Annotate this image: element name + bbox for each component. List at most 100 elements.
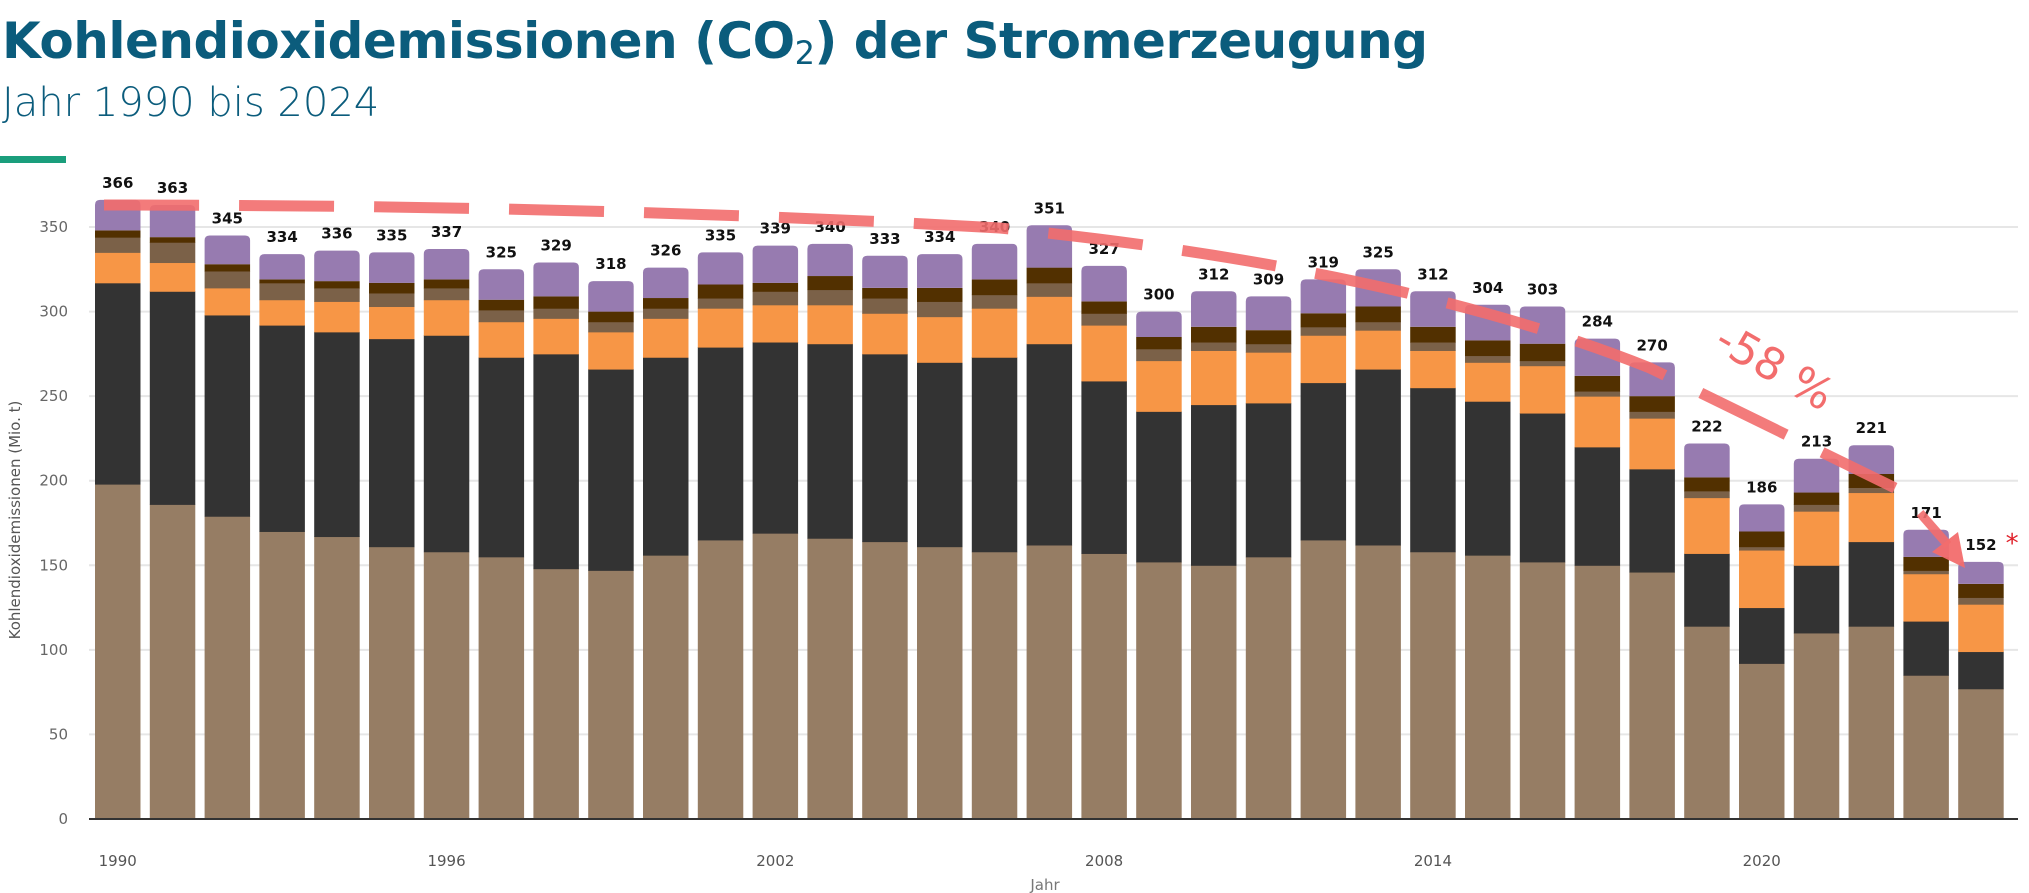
bar-segment — [807, 343, 853, 539]
y-tick-label: 150 — [39, 556, 68, 574]
total-label: 335 — [705, 226, 736, 244]
bar-segment — [752, 342, 799, 534]
total-label: 334 — [266, 228, 297, 246]
bar-segment — [1410, 387, 1456, 553]
bar-stack-1996 — [423, 248, 470, 820]
y-tick-label: 350 — [39, 218, 68, 236]
bar-segment — [752, 533, 799, 820]
bar-segment — [1026, 544, 1073, 820]
asterisk-mark: * — [2006, 529, 2019, 559]
x-axis-label: Jahr — [1029, 876, 1060, 893]
bar-segment — [1848, 541, 1895, 627]
bar-segment — [1629, 468, 1675, 573]
bar-segment — [1026, 267, 1073, 284]
bar-segment — [1465, 362, 1511, 402]
bar-segment — [643, 318, 689, 358]
total-label: 312 — [1417, 265, 1448, 283]
bar-segment — [1519, 360, 1566, 367]
bar-segment — [1519, 413, 1566, 563]
total-label: 351 — [1034, 199, 1065, 217]
bar-stack-2005 — [917, 254, 963, 820]
bar-segment — [1903, 556, 1949, 571]
bar-segment — [862, 255, 908, 288]
x-tick-label: 1990 — [99, 852, 137, 870]
bar-segment — [862, 313, 908, 355]
bar-segment — [1465, 401, 1511, 556]
bar-segment — [1684, 497, 1730, 554]
bar-segment — [204, 516, 251, 820]
bar-segment — [533, 308, 579, 319]
bar-segment — [423, 248, 470, 280]
bar-segment — [588, 331, 634, 370]
bar-segment — [697, 298, 744, 309]
bar-segment — [1355, 321, 1401, 331]
bar-segment — [807, 538, 853, 820]
trend-arrow-shaft — [1916, 510, 1952, 548]
bar-segment — [1300, 279, 1347, 314]
bar-segment — [697, 252, 744, 285]
bar-segment — [1848, 487, 1895, 494]
bar-segment — [369, 282, 415, 294]
bar-segment — [1245, 296, 1292, 331]
y-axis-label: Kohlendioxidemissionen (Mio. t) — [6, 401, 24, 640]
bar-stack-2013 — [1355, 269, 1401, 820]
bar-segment — [149, 504, 196, 820]
bar-segment — [369, 292, 415, 307]
bar-segment — [1793, 511, 1840, 566]
bar-segment — [1081, 325, 1127, 382]
bar-segment — [1245, 352, 1292, 404]
bar-segment — [1136, 348, 1182, 362]
bar-segment — [862, 298, 908, 314]
total-labels: 366 363 345 334 336 335 337 325 329 318 326 335 339 3… — [102, 174, 2019, 559]
bar-segment — [369, 338, 415, 548]
bar-segment — [643, 555, 689, 820]
total-label: 152 — [1965, 536, 1996, 554]
bar-segment — [1191, 350, 1237, 406]
bar-stack-2002 — [752, 245, 799, 820]
x-tick-label: 2014 — [1414, 852, 1452, 870]
bar-segment — [478, 269, 525, 300]
bar-segment — [1410, 350, 1456, 389]
bar-segment — [1245, 343, 1292, 353]
bar-segment — [423, 551, 470, 820]
bar-segment — [862, 541, 908, 820]
bar-stack-2016 — [1519, 306, 1566, 820]
total-label: 186 — [1746, 478, 1777, 496]
bar-stack-2001 — [697, 252, 744, 820]
bar-segment — [1026, 343, 1073, 546]
bar-segment — [1245, 330, 1292, 345]
bar-segment — [423, 335, 470, 553]
bar-segment — [1684, 553, 1730, 627]
bar-segment — [643, 357, 689, 556]
bar-stack-2014 — [1410, 291, 1456, 820]
bar-stack-2023 — [1903, 529, 1949, 820]
bar-segment — [752, 282, 799, 292]
bar-segment — [1684, 443, 1730, 478]
bar-segment — [1629, 572, 1675, 820]
bars — [95, 199, 2004, 820]
bar-segment — [259, 282, 305, 301]
bar-segment — [1519, 561, 1566, 820]
bar-segment — [697, 347, 744, 541]
total-label: 309 — [1253, 270, 1284, 288]
total-label: 337 — [431, 223, 462, 241]
bar-segment — [1519, 343, 1566, 362]
bar-segment — [1136, 336, 1182, 350]
bar-segment — [971, 308, 1018, 358]
accent-bar — [0, 156, 66, 163]
title-text: Kohlendioxidemissionen (CO — [2, 12, 795, 70]
bar-segment — [478, 321, 525, 358]
bar-segment — [1191, 291, 1237, 327]
bar-stack-2021 — [1793, 458, 1840, 820]
bar-segment — [1793, 492, 1840, 505]
bar-segment — [752, 245, 799, 283]
bar-segment — [1574, 396, 1621, 448]
bar-segment — [314, 301, 360, 333]
bar-segment — [149, 242, 196, 264]
bar-segment — [807, 276, 853, 291]
bar-stack-1999 — [588, 281, 634, 820]
bar-segment — [1136, 360, 1182, 412]
total-label: 333 — [869, 230, 900, 248]
bar-segment — [697, 284, 744, 299]
total-label: 345 — [212, 209, 243, 227]
